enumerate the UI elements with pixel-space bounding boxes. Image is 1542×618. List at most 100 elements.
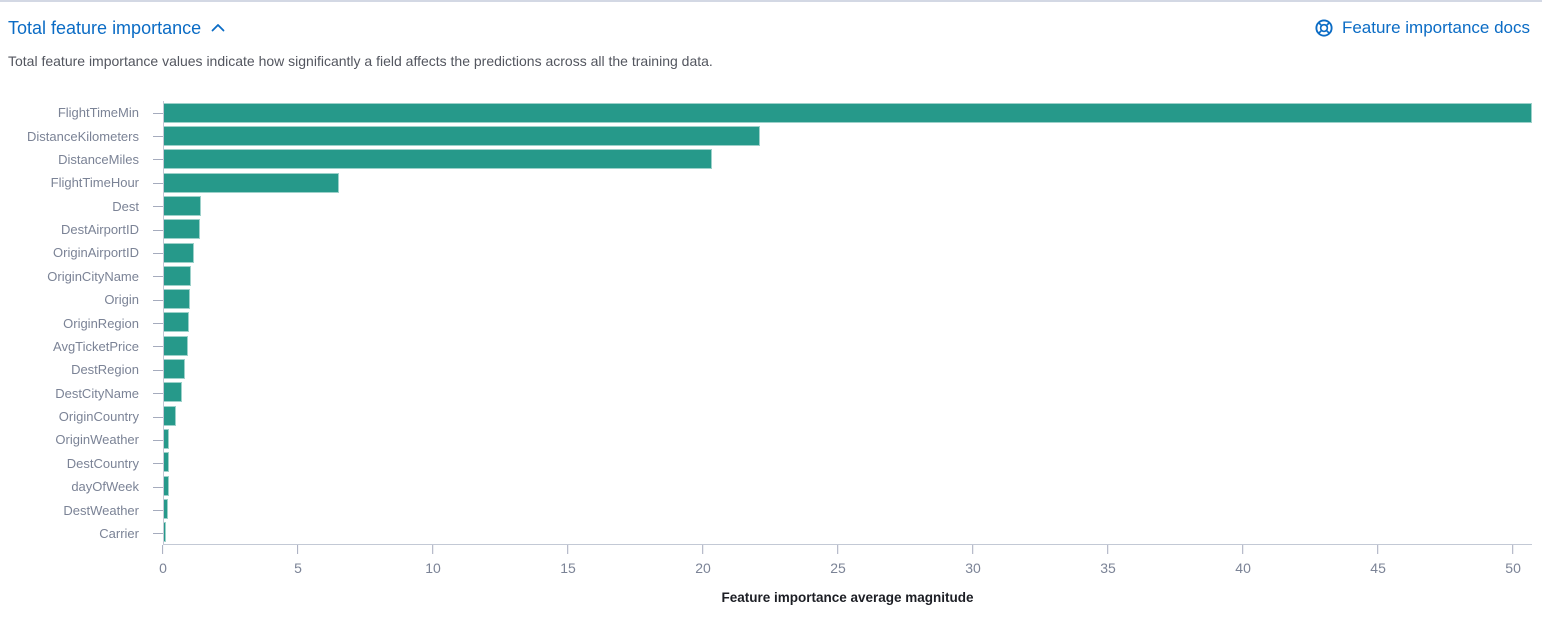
bar[interactable] xyxy=(164,289,191,310)
bar-row xyxy=(164,148,1532,171)
bar[interactable] xyxy=(164,429,170,450)
bar[interactable] xyxy=(164,522,166,543)
x-axis-tick-label: 5 xyxy=(294,560,302,576)
y-axis-label: OriginWeather xyxy=(55,432,139,448)
y-axis-label: OriginAirportID xyxy=(53,245,139,261)
x-axis-tick-mark xyxy=(1107,545,1109,554)
plot-area xyxy=(163,101,1532,545)
feature-importance-bar-chart: FlightTimeMin DistanceKilometers DistanceM… xyxy=(0,101,1542,616)
bar-row xyxy=(164,171,1532,194)
y-axis-label: DestCountry xyxy=(66,455,139,471)
x-axis-tick-label: 45 xyxy=(1370,560,1386,576)
x-axis-tick-mark xyxy=(1377,545,1379,554)
y-axis-tick-row: OriginCityName xyxy=(0,265,163,288)
x-axis-tick-label: 50 xyxy=(1505,560,1521,576)
x-axis-tick: 10 xyxy=(425,545,441,576)
bar[interactable] xyxy=(164,335,188,356)
x-axis-tick-label: 40 xyxy=(1235,560,1251,576)
bar-row xyxy=(164,404,1532,427)
feature-importance-docs-link[interactable]: Feature importance docs xyxy=(1314,16,1530,40)
bar-row xyxy=(164,241,1532,264)
x-axis-tick-label: 20 xyxy=(695,560,711,576)
bar-row xyxy=(164,101,1532,124)
help-life-ring-icon xyxy=(1314,18,1334,38)
bar[interactable] xyxy=(164,219,201,240)
y-axis-label: dayOfWeek xyxy=(71,479,139,495)
x-axis-tick: 20 xyxy=(695,545,711,576)
bar[interactable] xyxy=(164,172,340,193)
y-axis-label: DestCityName xyxy=(55,385,139,401)
x-axis-tick-mark xyxy=(972,545,974,554)
y-axis-label: FlightTimeMin xyxy=(57,105,139,121)
x-axis-tick-label: 10 xyxy=(425,560,441,576)
y-axis-label: DistanceMiles xyxy=(58,151,139,167)
x-axis-tick-mark xyxy=(1512,545,1514,554)
bar-row xyxy=(164,497,1532,520)
bar[interactable] xyxy=(164,102,1532,123)
bar-row xyxy=(164,357,1532,380)
y-axis-label: DestWeather xyxy=(63,502,139,518)
x-axis-tick-mark xyxy=(162,545,164,554)
y-axis-tick-row: OriginCountry xyxy=(0,405,163,428)
bar-row xyxy=(164,521,1532,544)
y-axis-tick-row: AvgTicketPrice xyxy=(0,335,163,358)
x-axis-title: Feature importance average magnitude xyxy=(721,590,974,605)
x-axis-tick-label: 15 xyxy=(560,560,576,576)
bar-row xyxy=(164,451,1532,474)
bar[interactable] xyxy=(164,312,189,333)
bar[interactable] xyxy=(164,405,177,426)
docs-link-label: Feature importance docs xyxy=(1341,18,1530,37)
x-axis-tick-mark xyxy=(297,545,299,554)
x-axis-tick: 30 xyxy=(965,545,981,576)
bar-row xyxy=(164,381,1532,404)
x-axis-tick-label: 35 xyxy=(1100,560,1116,576)
bar[interactable] xyxy=(164,452,170,473)
bar-row xyxy=(164,311,1532,334)
bar-row xyxy=(164,124,1532,147)
y-axis-label: AvgTicketPrice xyxy=(53,338,139,354)
y-axis-tick-row: DestWeather xyxy=(0,498,163,521)
section-header: Total feature importance Feature importa… xyxy=(0,2,1542,41)
y-axis-tick-row: DistanceMiles xyxy=(0,148,163,171)
y-axis-tick-row: Origin xyxy=(0,288,163,311)
bar[interactable] xyxy=(164,195,202,216)
x-axis-tick: 45 xyxy=(1370,545,1386,576)
bar[interactable] xyxy=(164,242,194,263)
y-axis-label: Origin xyxy=(104,292,139,308)
total-feature-importance-toggle[interactable]: Total feature importance xyxy=(8,15,226,41)
y-axis-label: DistanceKilometers xyxy=(27,128,139,144)
x-axis-tick-mark xyxy=(837,545,839,554)
bar[interactable] xyxy=(164,359,186,380)
x-axis-tick-label: 30 xyxy=(965,560,981,576)
y-axis-label: FlightTimeHour xyxy=(50,175,139,191)
section-description: Total feature importance values indicate… xyxy=(8,53,713,69)
x-axis-tick: 50 xyxy=(1505,545,1521,576)
y-axis-tick-row: dayOfWeek xyxy=(0,475,163,498)
bar[interactable] xyxy=(164,475,169,496)
x-axis-tick: 5 xyxy=(294,545,302,576)
x-axis: 0 5 10 15 20 25 30 35 40 45 50 xyxy=(159,545,1532,585)
bar[interactable] xyxy=(164,149,712,170)
x-axis-tick: 0 xyxy=(159,545,167,576)
y-axis-tick-row: DistanceKilometers xyxy=(0,124,163,147)
bar[interactable] xyxy=(164,125,761,146)
bar-row xyxy=(164,427,1532,450)
bar[interactable] xyxy=(164,382,182,403)
chevron-up-icon xyxy=(210,20,226,36)
y-axis-labels: FlightTimeMin DistanceKilometers DistanceM… xyxy=(0,101,163,545)
bar-row xyxy=(164,474,1532,497)
y-axis-tick-row: OriginWeather xyxy=(0,428,163,451)
y-axis-tick-row: FlightTimeHour xyxy=(0,171,163,194)
y-axis-label: DestRegion xyxy=(71,362,139,378)
bar[interactable] xyxy=(164,498,168,519)
y-axis-tick-row: FlightTimeMin xyxy=(0,101,163,124)
x-axis-tick-label: 25 xyxy=(830,560,846,576)
x-axis-tick-mark xyxy=(567,545,569,554)
x-axis-tick-mark xyxy=(702,545,704,554)
y-axis-tick-row: OriginAirportID xyxy=(0,241,163,264)
bar[interactable] xyxy=(164,265,191,286)
bar-row xyxy=(164,334,1532,357)
x-axis-tick-label: 0 xyxy=(159,560,167,576)
y-axis-tick-row: DestAirportID xyxy=(0,218,163,241)
y-axis-tick-row: OriginRegion xyxy=(0,311,163,334)
